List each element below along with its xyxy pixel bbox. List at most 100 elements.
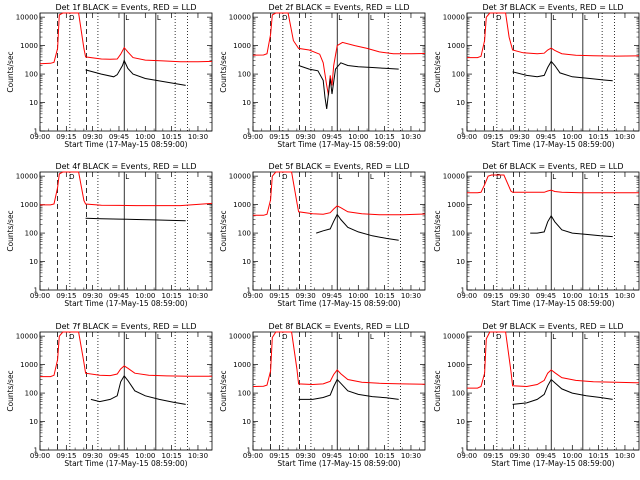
- y-tick-label: 10: [29, 418, 38, 426]
- x-axis-label: Start Time (17-May-15 08:59:00): [491, 140, 614, 149]
- panel-title: Det 7f BLACK = Events, RED = LLD: [55, 322, 196, 331]
- y-tick-label: 10: [242, 99, 251, 107]
- x-tick-label: 09:00: [30, 133, 50, 141]
- panel-6: Det 6f BLACK = Events, RED = LLD 1 10 100 10…: [433, 162, 640, 308]
- corner-mark: D: [69, 173, 74, 181]
- x-tick-label: 09:45: [536, 133, 556, 141]
- x-tick-label: 10:30: [401, 292, 421, 300]
- y-tick-label: 1000: [447, 201, 465, 209]
- y-tick-label: 1000: [447, 361, 465, 369]
- panel-1: Det 1f BLACK = Events, RED = LLD 1 10 100 10…: [6, 3, 213, 149]
- x-axis-label: Start Time (17-May-15 08:59:00): [277, 299, 400, 308]
- y-axis-label: Counts/sec: [219, 51, 228, 92]
- corner-mark: D: [282, 333, 287, 341]
- y-tick-label: 10: [456, 418, 465, 426]
- x-tick-label: 10:15: [589, 133, 609, 141]
- series-events-line: [298, 378, 399, 400]
- series-events-line: [530, 214, 613, 238]
- y-tick-label: 10000: [443, 14, 465, 22]
- panel-title: Det 4f BLACK = Events, RED = LLD: [55, 162, 196, 171]
- corner-mark: L: [125, 333, 129, 341]
- y-tick-label: 10000: [16, 14, 38, 22]
- x-tick-label: 09:45: [322, 133, 342, 141]
- x-tick-label: 09:00: [457, 133, 477, 141]
- y-tick-label: 1000: [233, 42, 251, 50]
- y-tick-label: 10000: [229, 14, 251, 22]
- y-tick-label: 100: [452, 71, 465, 79]
- x-tick-label: 09:15: [56, 292, 76, 300]
- x-tick-label: 09:15: [56, 452, 76, 460]
- x-tick-label: 09:00: [243, 292, 263, 300]
- corner-mark: L: [157, 173, 161, 181]
- y-tick-label: 1: [461, 128, 465, 136]
- x-axis-label: Start Time (17-May-15 08:59:00): [491, 299, 614, 308]
- corner-mark: L: [125, 173, 129, 181]
- x-tick-label: 09:15: [269, 292, 289, 300]
- x-tick-label: 10:15: [162, 292, 182, 300]
- y-tick-label: 100: [25, 71, 38, 79]
- x-tick-label: 09:45: [536, 452, 556, 460]
- series-lld-line: [39, 12, 213, 65]
- series-lld-line: [467, 331, 640, 389]
- y-tick-label: 1: [34, 287, 38, 295]
- x-tick-label: 09:00: [457, 452, 477, 460]
- plot-frame: [39, 12, 213, 132]
- x-tick-label: 10:30: [188, 133, 208, 141]
- corner-mark: D: [69, 14, 74, 22]
- corner-mark: L: [338, 14, 342, 22]
- y-tick-label: 10: [29, 258, 38, 266]
- y-tick-label: 100: [238, 71, 251, 79]
- y-tick-label: 10: [242, 418, 251, 426]
- plot-frame: [252, 12, 426, 132]
- x-tick-label: 10:30: [401, 452, 421, 460]
- x-tick-label: 10:30: [188, 292, 208, 300]
- x-tick-label: 09:45: [322, 292, 342, 300]
- x-tick-label: 10:00: [562, 133, 582, 141]
- corner-mark: D: [496, 173, 501, 181]
- x-tick-label: 10:00: [562, 452, 582, 460]
- corner-mark: L: [370, 14, 374, 22]
- panel-5: Det 5f BLACK = Events, RED = LLD 1 10 100 10…: [219, 162, 426, 308]
- plot-frame: [252, 331, 426, 451]
- y-tick-label: 100: [452, 390, 465, 398]
- x-axis-label: Start Time (17-May-15 08:59:00): [64, 299, 187, 308]
- x-tick-label: 09:30: [510, 452, 530, 460]
- y-tick-label: 1: [34, 447, 38, 455]
- x-tick-label: 09:45: [109, 292, 129, 300]
- x-tick-label: 10:30: [615, 133, 635, 141]
- corner-mark: L: [157, 333, 161, 341]
- x-tick-label: 09:00: [243, 133, 263, 141]
- plot-frame: [39, 331, 213, 451]
- x-tick-label: 09:15: [483, 133, 503, 141]
- y-tick-label: 1: [461, 287, 465, 295]
- x-tick-label: 10:15: [589, 292, 609, 300]
- panel-title: Det 1f BLACK = Events, RED = LLD: [55, 3, 196, 12]
- y-tick-label: 10: [29, 99, 38, 107]
- series-lld-line: [467, 174, 639, 194]
- x-tick-label: 10:30: [401, 133, 421, 141]
- x-tick-label: 10:15: [162, 452, 182, 460]
- y-axis-label: Counts/sec: [433, 370, 442, 411]
- plot-frame: [39, 171, 213, 291]
- y-tick-label: 10: [456, 258, 465, 266]
- y-tick-label: 1000: [233, 361, 251, 369]
- y-axis-label: Counts/sec: [6, 210, 15, 251]
- y-axis-label: Counts/sec: [219, 210, 228, 251]
- x-tick-label: 10:00: [562, 292, 582, 300]
- panel-8: Det 8f BLACK = Events, RED = LLD 1 10 100 10…: [219, 322, 426, 468]
- corner-mark: L: [552, 333, 556, 341]
- x-tick-label: 10:00: [348, 292, 368, 300]
- corner-mark: D: [69, 333, 74, 341]
- panel-title: Det 6f BLACK = Events, RED = LLD: [482, 162, 623, 171]
- series-events-line: [85, 59, 186, 86]
- corner-mark: L: [370, 173, 374, 181]
- series-lld-line: [253, 171, 426, 216]
- x-tick-label: 09:15: [483, 292, 503, 300]
- x-axis-label: Start Time (17-May-15 08:59:00): [64, 140, 187, 149]
- corner-mark: L: [552, 173, 556, 181]
- series-lld-line: [252, 331, 426, 387]
- y-tick-label: 1000: [20, 201, 38, 209]
- x-tick-label: 09:00: [30, 292, 50, 300]
- corner-mark: L: [552, 14, 556, 22]
